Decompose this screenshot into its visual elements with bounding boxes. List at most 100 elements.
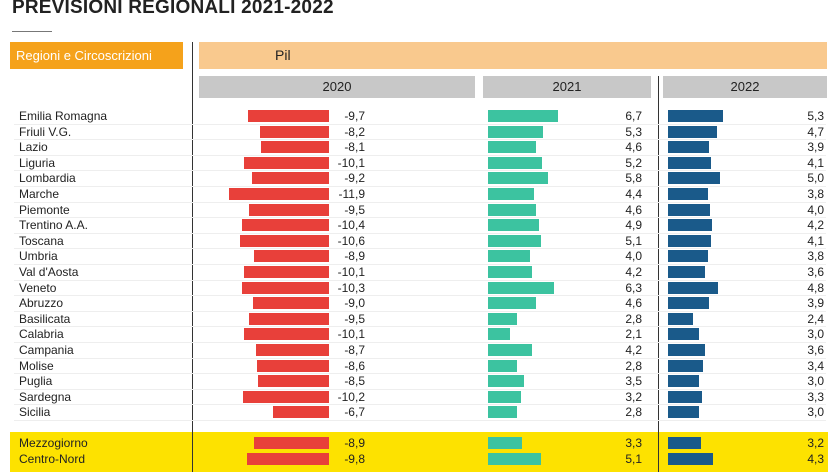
bar-2020 — [260, 125, 329, 138]
bar-2022 — [668, 328, 700, 341]
row-separator — [14, 123, 826, 125]
row-label: Puglia — [19, 374, 53, 389]
row-label: Mezzogiorno — [19, 436, 88, 450]
bar-2020 — [239, 234, 329, 247]
value-2022: 4,7 — [807, 124, 824, 139]
bar-2021 — [488, 203, 536, 216]
value-2020: -9,7 — [344, 109, 365, 123]
value-2021: 4,4 — [625, 187, 642, 201]
value-2020: -9,8 — [344, 451, 365, 466]
row-label: Piemonte — [19, 202, 70, 217]
row-label: Centro-Nord — [19, 451, 86, 466]
row-label: Calabria — [19, 327, 64, 342]
bar-2020 — [241, 219, 329, 232]
value-2021: 4,6 — [625, 296, 642, 311]
row-label: Basilicata — [19, 311, 71, 326]
pil-header: Pil — [199, 42, 827, 69]
bar-2021 — [488, 359, 518, 372]
row-label: Lombardia — [19, 171, 76, 186]
bar-2022 — [668, 250, 708, 263]
value-2022: 3,6 — [807, 265, 824, 279]
row-separator — [14, 419, 826, 421]
value-2021: 2,8 — [625, 405, 642, 420]
bar-2022 — [668, 437, 702, 449]
value-2022: 4,8 — [807, 280, 824, 295]
row-separator — [14, 326, 826, 328]
value-2021: 4,6 — [625, 140, 642, 155]
value-2022: 3,8 — [807, 249, 824, 264]
value-2020: -8,1 — [344, 140, 365, 155]
bar-2022 — [668, 312, 693, 325]
bar-2020 — [243, 390, 329, 403]
bar-2021 — [488, 188, 534, 200]
bar-2021 — [488, 172, 549, 185]
value-2020: -9,5 — [344, 311, 365, 326]
value-2021: 2,8 — [625, 311, 642, 326]
column-header-2022: 2022 — [663, 76, 827, 98]
row-separator — [14, 185, 826, 187]
bar-2020 — [246, 452, 329, 465]
value-2020: -9,2 — [344, 171, 365, 186]
bar-2021 — [488, 234, 542, 247]
value-2022: 3,9 — [807, 140, 824, 155]
bar-2021 — [488, 297, 536, 310]
value-2022: 3,0 — [807, 374, 824, 389]
bar-2021 — [488, 219, 539, 232]
row-separator — [14, 373, 826, 375]
row-separator — [14, 357, 826, 359]
value-2022: 3,4 — [807, 358, 824, 373]
row-label: Lazio — [19, 140, 48, 155]
bar-2021 — [488, 141, 536, 154]
bar-2022 — [668, 219, 712, 232]
value-2022: 4,0 — [807, 202, 824, 217]
bar-2022 — [668, 297, 709, 310]
value-2020: -8,9 — [344, 436, 365, 450]
bar-2020 — [256, 359, 329, 372]
value-2022: 4,1 — [807, 233, 824, 248]
row-label: Abruzzo — [19, 296, 64, 311]
bar-2022 — [668, 234, 711, 247]
bar-2020 — [254, 250, 329, 263]
row-label: Emilia Romagna — [19, 109, 108, 123]
value-2022: 5,3 — [807, 109, 824, 123]
bar-2021 — [488, 406, 518, 419]
bar-2021 — [488, 328, 510, 341]
value-2022: 4,3 — [807, 451, 824, 466]
value-2021: 4,0 — [625, 249, 642, 264]
bar-2021 — [488, 110, 558, 122]
value-2021: 2,8 — [625, 358, 642, 373]
value-2021: 2,1 — [625, 327, 642, 342]
bar-2020 — [247, 110, 329, 122]
row-label: Toscana — [19, 233, 64, 248]
value-2020: -11,9 — [338, 187, 365, 201]
value-2021: 5,1 — [625, 233, 642, 248]
bar-2020 — [257, 375, 329, 388]
column-divider-2022 — [658, 76, 659, 472]
value-2020: -10,3 — [337, 280, 365, 295]
column-header-2020: 2020 — [199, 76, 475, 98]
bar-2021 — [488, 266, 532, 278]
row-separator — [14, 232, 826, 234]
row-separator — [14, 139, 826, 141]
row-separator — [14, 310, 826, 312]
bar-2020 — [229, 188, 329, 200]
bar-2022 — [668, 406, 700, 419]
value-2020: -10,2 — [337, 389, 365, 404]
bar-2021 — [488, 156, 543, 169]
bar-2020 — [249, 312, 329, 325]
row-label: Sicilia — [19, 405, 51, 420]
regions-header: Regioni e Circoscrizioni — [10, 42, 183, 69]
value-2021: 5,1 — [625, 451, 642, 466]
bar-2021 — [488, 312, 518, 325]
row-label: Marche — [19, 187, 60, 201]
value-2021: 3,5 — [625, 374, 642, 389]
row-separator — [14, 295, 826, 297]
value-2022: 3,0 — [807, 405, 824, 420]
bar-2022 — [668, 452, 713, 465]
value-2021: 4,9 — [625, 218, 642, 233]
bar-2021 — [488, 390, 522, 403]
value-2022: 5,0 — [807, 171, 824, 186]
bar-2020 — [251, 172, 329, 185]
value-2021: 5,3 — [625, 124, 642, 139]
bar-2021 — [488, 344, 532, 356]
